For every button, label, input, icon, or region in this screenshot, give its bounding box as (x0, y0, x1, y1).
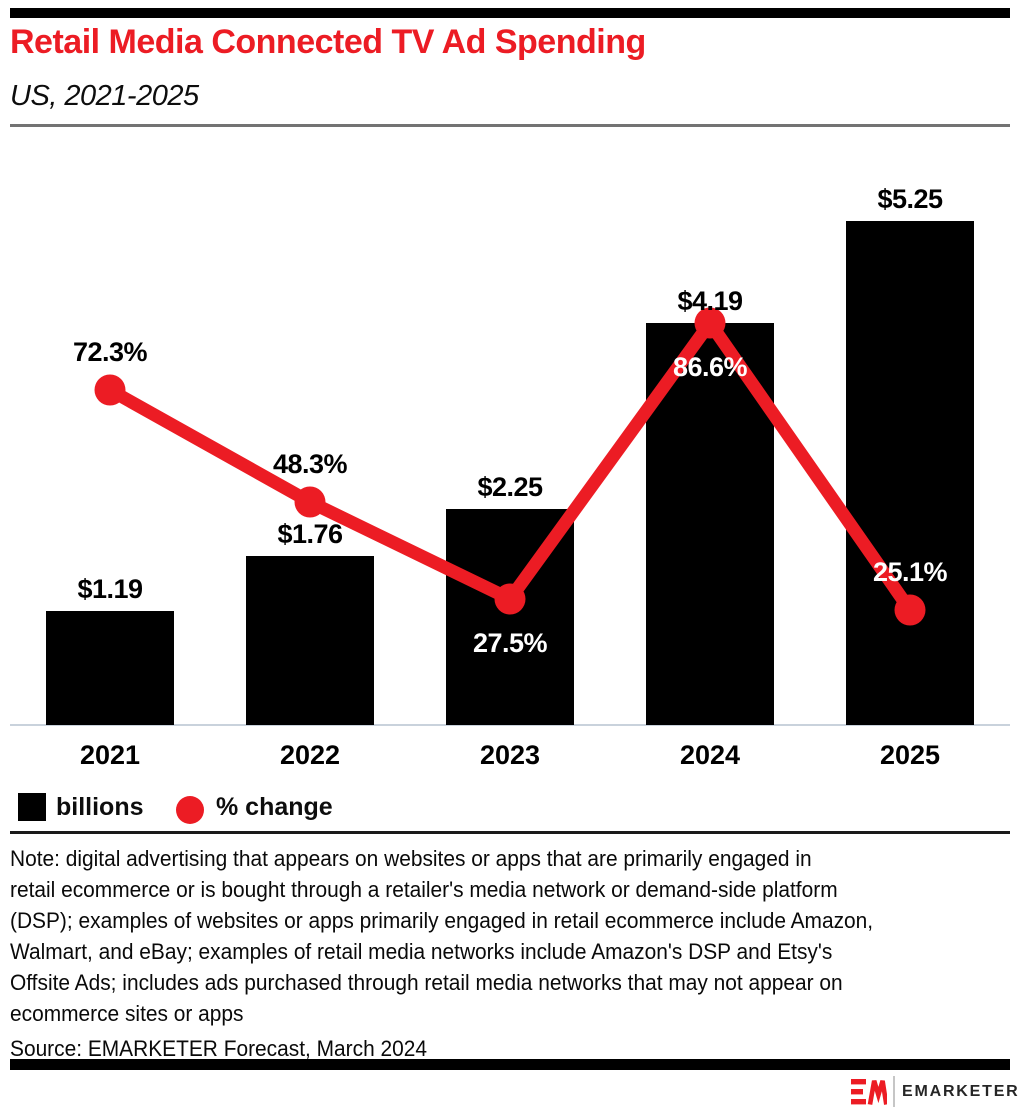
pct-change-label-2025: 25.1% (872, 557, 948, 587)
x-axis-line (10, 724, 1010, 726)
x-axis-label-2022: 2022 (279, 740, 341, 770)
x-axis-label-2025: 2025 (879, 740, 941, 770)
bar-2021 (46, 611, 174, 725)
pct-change-label-2024: 86.6% (672, 352, 748, 382)
bar-value-label-2022: $1.76 (277, 519, 343, 549)
x-axis-label-2023: 2023 (479, 740, 541, 770)
bar-2023 (446, 509, 574, 725)
pct-change-label-2022: 48.3% (272, 449, 348, 479)
data-point-dot-2022 (294, 486, 326, 518)
note-text: Note: digital advertising that appears o… (10, 843, 1008, 1029)
chart-subtitle: US, 2021-2025 (10, 80, 199, 112)
note-line: ecommerce sites or apps (10, 1001, 244, 1026)
bar-value-label-2024: $4.19 (677, 286, 743, 316)
note-line: retail ecommerce or is bought through a … (10, 877, 838, 902)
header-divider (10, 124, 1010, 127)
x-axis-label-2024: 2024 (679, 740, 741, 770)
brand-wordmark: EMARKETER (902, 1083, 1020, 1100)
bar-value-label-2023: $2.25 (477, 472, 543, 502)
note-line: (DSP); examples of websites or apps prim… (10, 908, 874, 933)
legend-swatch-pct-change (176, 796, 204, 824)
bar-2025 (846, 221, 974, 725)
bar-value-label-2021: $1.19 (77, 574, 143, 604)
legend-label-billions: billions (56, 793, 144, 821)
top-accent-bar (10, 8, 1010, 18)
bar-2022 (246, 556, 374, 725)
legend-divider (10, 831, 1010, 834)
pct-change-label-2023: 27.5% (472, 628, 548, 658)
bar-2024 (646, 323, 774, 725)
emarketer-em-icon (851, 1079, 887, 1105)
legend-label-pct-change: % change (216, 793, 333, 821)
note-line: Note: digital advertising that appears o… (10, 846, 812, 871)
note-line: Walmart, and eBay; examples of retail me… (10, 939, 833, 964)
chart-canvas: $1.19 2021 $1.76 2022 $2.25 2023 $4.19 2024 $5.2… (0, 140, 1020, 780)
bottom-accent-bar (10, 1059, 1010, 1070)
legend-swatch-billions (18, 793, 46, 821)
data-point-dot-2021 (94, 374, 126, 406)
source-text: Source: EMARKETER Forecast, March 2024 (10, 1036, 427, 1061)
bar-value-label-2025: $5.25 (877, 184, 943, 214)
emarketer-logo: EMARKETER (851, 1076, 1018, 1108)
note-line: Offsite Ads; includes ads purchased thro… (10, 970, 843, 995)
logo-divider (893, 1076, 895, 1107)
pct-change-label-2021: 72.3% (72, 337, 148, 367)
x-axis-label-2021: 2021 (79, 740, 141, 770)
page-title: Retail Media Connected TV Ad Spending (10, 23, 646, 61)
